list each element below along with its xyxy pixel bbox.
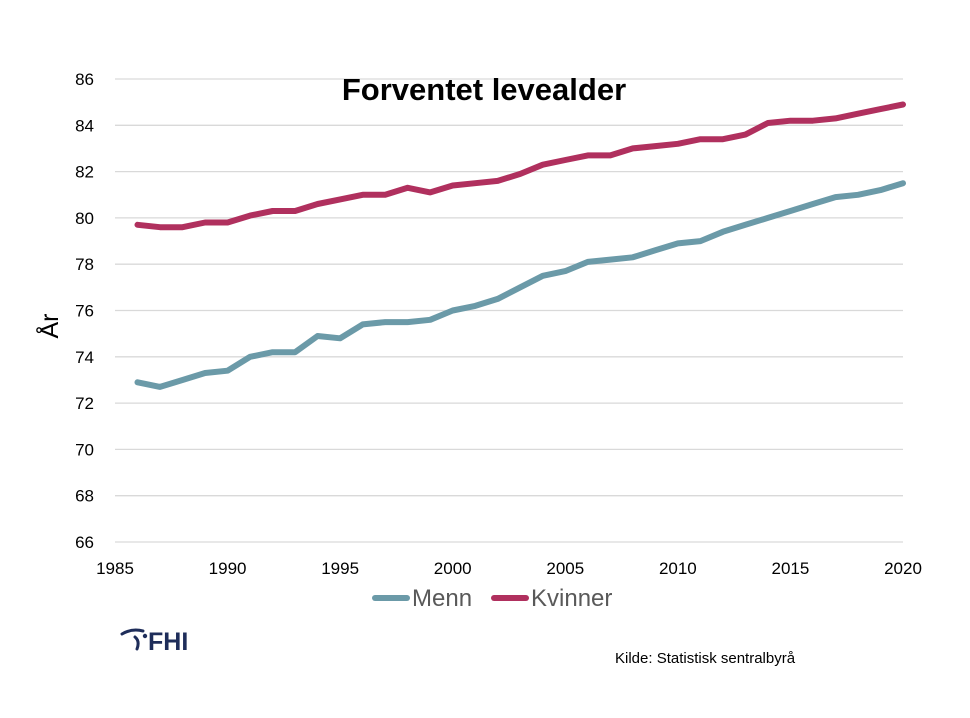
legend-label-kvinner: Kvinner [531,585,612,612]
y-tick-label: 68 [75,487,94,506]
y-tick-label: 82 [75,163,94,182]
y-tick-label: 86 [75,70,94,89]
chart-title: Forventet levealder [342,72,626,107]
x-axis-ticks: 1985 1990 1995 2000 2005 2010 2015 2020 [96,559,922,578]
x-tick-label: 1990 [209,559,247,578]
y-tick-label: 74 [75,348,94,367]
y-tick-label: 70 [75,440,94,459]
x-tick-label: 1985 [96,559,134,578]
x-tick-label: 2005 [546,559,584,578]
legend: Menn Kvinner [372,585,612,612]
x-tick-label: 2010 [659,559,697,578]
legend-label-menn: Menn [412,585,472,612]
fhi-logo: FHI [120,628,188,656]
series-lines [134,101,906,390]
series-line-menn [134,180,906,390]
x-tick-label: 2015 [772,559,810,578]
y-axis-label: År [34,314,64,339]
grid-lines [115,78,903,543]
fhi-logo-mark [120,628,148,651]
series-line-kvinner [134,101,906,231]
y-tick-label: 80 [75,209,94,228]
x-tick-label: 1995 [321,559,359,578]
source-note: Kilde: Statistisk sentralbyrå [615,650,796,667]
fhi-logo-text: FHI [148,628,188,656]
y-tick-label: 72 [75,394,94,413]
y-tick-label: 84 [75,116,94,135]
y-tick-label: 78 [75,255,94,274]
x-tick-label: 2000 [434,559,472,578]
y-tick-label: 66 [75,533,94,552]
y-tick-label: 76 [75,302,94,321]
x-tick-label: 2020 [884,559,922,578]
y-axis-ticks: 66 68 70 72 74 76 78 80 82 84 86 [75,70,94,552]
